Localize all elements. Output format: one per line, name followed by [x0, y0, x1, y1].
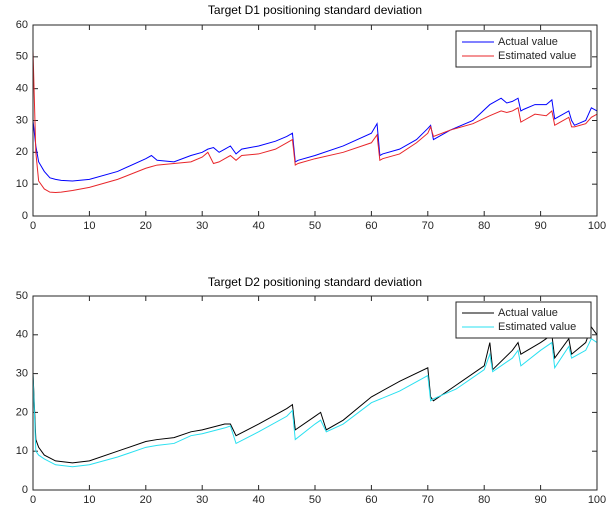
x-tick-label: 20: [140, 494, 152, 506]
x-tick-label: 40: [252, 220, 264, 232]
y-tick-label: 30: [16, 368, 28, 380]
y-tick-label: 40: [16, 83, 28, 95]
y-tick-label: 60: [16, 19, 28, 31]
y-tick-label: 10: [16, 178, 28, 190]
y-tick-label: 10: [16, 445, 28, 457]
x-tick-label: 90: [534, 220, 546, 232]
y-tick-label: 50: [16, 290, 28, 302]
x-tick-label: 0: [30, 220, 36, 232]
x-tick-label: 20: [140, 220, 152, 232]
x-tick-label: 80: [478, 220, 490, 232]
x-tick-label: 50: [309, 220, 321, 232]
legend-label: Actual value: [498, 307, 558, 319]
x-tick-label: 30: [196, 494, 208, 506]
chart-title: Target D1 positioning standard deviation: [208, 3, 422, 17]
legend-label: Estimated value: [498, 321, 576, 333]
x-tick-label: 30: [196, 220, 208, 232]
y-tick-label: 50: [16, 51, 28, 63]
x-tick-label: 50: [309, 494, 321, 506]
x-tick-label: 70: [422, 220, 434, 232]
x-tick-label: 70: [422, 494, 434, 506]
y-tick-label: 0: [22, 484, 28, 496]
data-line: [32, 325, 598, 464]
legend-box: [455, 301, 592, 339]
x-tick-label: 0: [30, 494, 36, 506]
legend-label: Estimated value: [498, 50, 576, 62]
x-tick-label: 100: [588, 494, 606, 506]
y-tick-label: 20: [16, 406, 28, 418]
y-tick-label: 0: [22, 210, 28, 222]
x-tick-label: 40: [252, 494, 264, 506]
legend-label: Actual value: [498, 36, 558, 48]
axes-frame: [32, 295, 598, 491]
data-line: [32, 97, 598, 182]
data-line: [32, 337, 598, 468]
x-tick-label: 60: [365, 494, 377, 506]
y-tick-label: 20: [16, 146, 28, 158]
x-tick-label: 80: [478, 494, 490, 506]
x-tick-label: 90: [534, 494, 546, 506]
chart-title: Target D2 positioning standard deviation: [208, 275, 422, 289]
x-tick-label: 10: [83, 494, 95, 506]
legend-box: [455, 30, 592, 68]
x-tick-label: 100: [588, 220, 606, 232]
y-tick-label: 30: [16, 114, 28, 126]
axes-frame: [32, 24, 598, 217]
x-tick-label: 60: [365, 220, 377, 232]
data-line: [32, 50, 598, 193]
x-tick-label: 10: [83, 220, 95, 232]
y-tick-label: 40: [16, 329, 28, 341]
